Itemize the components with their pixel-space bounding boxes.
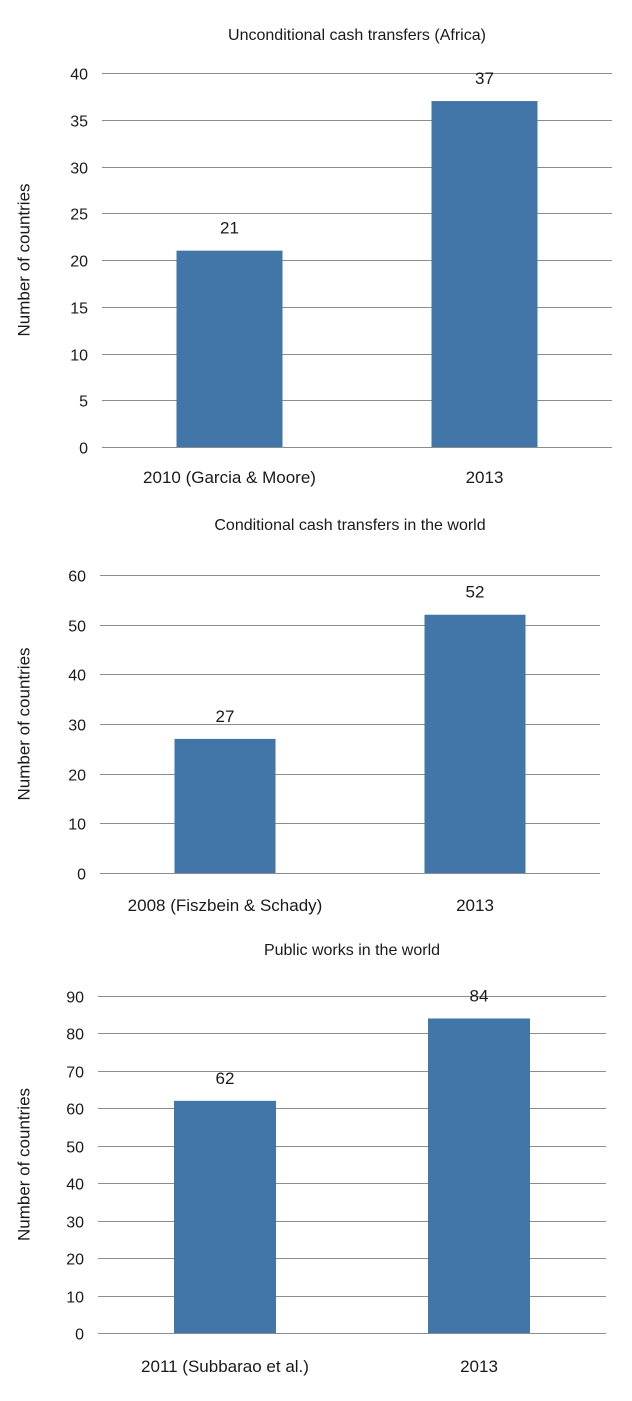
panel3-bar-1 xyxy=(174,1100,276,1333)
panel3-y-tick-label: 40 xyxy=(66,1177,84,1194)
panel3-y-tick-label: 60 xyxy=(66,1102,84,1119)
panel1-category-label-1: 2010 (Garcia & Moore) xyxy=(143,468,316,487)
panel3-y-tick-label: 80 xyxy=(66,1027,84,1044)
panel3-y-axis-label: Number of countries xyxy=(14,1088,33,1241)
panel2-bar-2 xyxy=(424,614,526,873)
panel1-bar-1 xyxy=(176,250,283,447)
panel3-bar-2 xyxy=(428,1018,530,1333)
panel2-title: Conditional cash transfers in the world xyxy=(214,517,485,534)
panel3-y-tick-label: 50 xyxy=(66,1140,84,1157)
panel1-y-tick-label: 20 xyxy=(70,254,88,271)
panel3-data-label-1: 62 xyxy=(216,1069,235,1088)
panel3-y-tick-label: 70 xyxy=(66,1065,84,1082)
panel3-title: Public works in the world xyxy=(264,942,440,959)
panel1-y-axis-label: Number of countries xyxy=(14,183,33,336)
panel2-y-tick-label: 30 xyxy=(68,718,86,735)
panel2-category-label-2: 2013 xyxy=(456,896,494,915)
panel3-y-tick-label: 90 xyxy=(66,990,84,1007)
panel2-y-axis-label: Number of countries xyxy=(14,647,33,800)
panel2-y-tick-label: 10 xyxy=(68,817,86,834)
panel1-y-tick-label: 0 xyxy=(79,441,88,458)
panel3-data-label-2: 84 xyxy=(470,986,489,1005)
panel1-y-tick-label: 25 xyxy=(70,207,88,224)
panel3-category-label-2: 2013 xyxy=(460,1357,498,1376)
panel1-y-tick-label: 10 xyxy=(70,348,88,365)
panel3-y-tick-label: 20 xyxy=(66,1252,84,1269)
panel3-y-tick-label: 0 xyxy=(75,1327,84,1344)
panel2-category-label-1: 2008 (Fiszbein & Schady) xyxy=(128,896,323,915)
panel2-y-tick-label: 60 xyxy=(68,569,86,586)
panel3-y-tick-label: 10 xyxy=(66,1290,84,1307)
panel1-y-tick-label: 35 xyxy=(70,114,88,131)
panel2-y-tick-label: 20 xyxy=(68,768,86,785)
panel1-y-tick-label: 30 xyxy=(70,161,88,178)
panel2-y-tick-label: 40 xyxy=(68,668,86,685)
panel1-data-label-2: 37 xyxy=(475,69,494,88)
panel1-title: Unconditional cash transfers (Africa) xyxy=(228,27,486,44)
panel1-category-label-2: 2013 xyxy=(466,468,504,487)
panel2-data-label-1: 27 xyxy=(216,707,235,726)
panel1-y-tick-label: 5 xyxy=(79,394,88,411)
panel1-y-tick-label: 40 xyxy=(70,67,88,84)
panel2-y-tick-label: 0 xyxy=(77,867,86,884)
panel1-data-label-1: 21 xyxy=(220,219,239,238)
panel2-data-label-2: 52 xyxy=(466,583,485,602)
panel2-y-tick-label: 50 xyxy=(68,619,86,636)
panel2-bar-1 xyxy=(174,738,276,873)
panel1-bar-2 xyxy=(431,101,538,448)
panel3-category-label-1: 2011 (Subbarao et al.) xyxy=(141,1357,309,1376)
panel3-y-tick-label: 30 xyxy=(66,1215,84,1232)
panel1-y-tick-label: 15 xyxy=(70,301,88,318)
